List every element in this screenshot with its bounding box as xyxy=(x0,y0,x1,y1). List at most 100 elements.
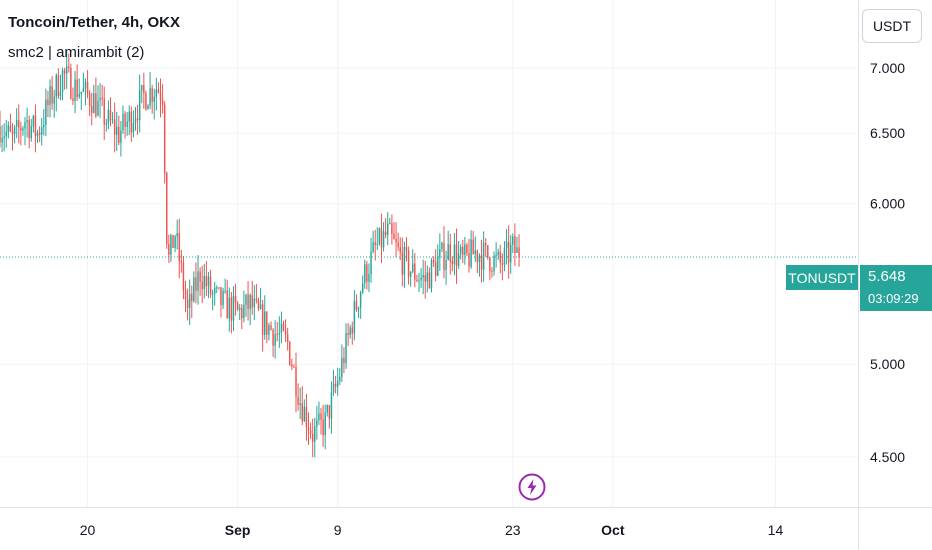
candle-body xyxy=(107,109,110,124)
candle-body xyxy=(395,238,397,243)
lightning-icon[interactable] xyxy=(518,473,546,501)
indicator-label[interactable]: smc2 | amirambit (2) xyxy=(8,44,145,61)
candle-body xyxy=(393,233,395,239)
candle-body xyxy=(464,244,466,256)
candle-body xyxy=(34,115,37,136)
candle-body xyxy=(501,262,504,265)
candle-body xyxy=(161,99,164,105)
candle-body xyxy=(82,88,85,92)
candle-body xyxy=(470,239,472,267)
candle-body xyxy=(243,304,245,319)
candle-body xyxy=(43,124,45,128)
candle-body xyxy=(380,228,383,248)
candle-body xyxy=(451,261,454,265)
candle-body xyxy=(434,262,437,276)
price-tick-label: 7.000 xyxy=(870,60,905,76)
candle-body xyxy=(426,272,429,282)
candle-body xyxy=(168,244,170,255)
candle-body xyxy=(224,290,226,292)
candle-body xyxy=(322,419,324,436)
candle-body xyxy=(128,111,130,122)
candle-body xyxy=(516,247,518,253)
candle-body xyxy=(307,427,310,431)
candle-body xyxy=(443,242,445,270)
candle-body xyxy=(63,70,66,74)
candle-body xyxy=(138,89,141,121)
candle-body xyxy=(241,307,243,319)
candle-body xyxy=(203,276,206,289)
candle-body xyxy=(1,137,3,143)
candle-body xyxy=(220,287,222,306)
candle-body xyxy=(280,323,283,333)
candle-body xyxy=(120,130,122,143)
candle-body xyxy=(336,380,339,387)
candle-body xyxy=(301,403,303,422)
candle-body xyxy=(274,334,276,346)
candle-body xyxy=(155,89,158,97)
candle-body xyxy=(99,97,101,101)
candle-body xyxy=(422,275,424,278)
candle-body xyxy=(507,241,510,263)
candle-body xyxy=(349,327,351,336)
candle-body xyxy=(163,104,166,173)
candle-body xyxy=(482,242,485,270)
candle-body xyxy=(407,250,410,277)
candle-body xyxy=(374,242,376,245)
candle-body xyxy=(299,403,301,406)
candle-body xyxy=(462,246,464,256)
candle-body xyxy=(93,93,95,113)
last-price-badge: 5.648 03:09:29 xyxy=(860,265,932,311)
last-price-value: 5.648 xyxy=(868,268,906,285)
candle-body xyxy=(132,123,135,133)
candle-body xyxy=(216,287,218,289)
candle-body xyxy=(476,250,479,262)
candle-body xyxy=(159,92,162,100)
candle-body xyxy=(437,257,439,276)
candle-body xyxy=(3,136,5,138)
candle-body xyxy=(347,333,349,336)
currency-button[interactable]: USDT xyxy=(862,9,922,43)
candle-body xyxy=(195,277,197,291)
time-tick-label: Oct xyxy=(601,522,625,538)
candle-body xyxy=(270,325,272,330)
time-tick-label: 9 xyxy=(334,522,342,538)
candle-body xyxy=(49,86,51,105)
candle-body xyxy=(361,283,364,293)
candle-body xyxy=(497,251,499,256)
candle-body xyxy=(303,406,306,422)
candle-body xyxy=(386,223,389,236)
candle-body xyxy=(57,75,60,97)
candle-body xyxy=(55,75,58,97)
candle-body xyxy=(90,105,93,113)
candle-body xyxy=(65,66,68,74)
candle-body xyxy=(111,119,114,121)
candle-body xyxy=(84,81,87,89)
candle-body xyxy=(143,85,145,93)
candle-body xyxy=(222,290,224,306)
bar-countdown: 03:09:29 xyxy=(868,291,919,306)
candle-body xyxy=(7,125,10,132)
candle-body xyxy=(459,246,462,254)
candle-body xyxy=(130,111,133,133)
candle-body xyxy=(384,231,387,236)
candle-body xyxy=(136,118,139,121)
price-tick-label: 6.000 xyxy=(870,196,905,212)
candle-body xyxy=(28,120,30,139)
candle-body xyxy=(238,307,241,310)
candle-body xyxy=(316,419,318,427)
candle-body xyxy=(122,113,124,131)
candle-body xyxy=(53,96,55,104)
candle-body xyxy=(264,311,266,335)
candle-body xyxy=(232,295,235,321)
chart-title: Toncoin/Tether, 4h, OKX xyxy=(8,14,180,31)
candle-body xyxy=(268,325,270,335)
last-price-symbol-badge: TONUSDT xyxy=(786,265,858,290)
time-tick-label: Sep xyxy=(225,522,251,538)
price-tick-label: 6.500 xyxy=(870,125,905,141)
candle-body xyxy=(30,126,32,139)
candle-body xyxy=(253,298,256,308)
candle-body xyxy=(514,236,516,253)
candle-body xyxy=(166,172,168,245)
